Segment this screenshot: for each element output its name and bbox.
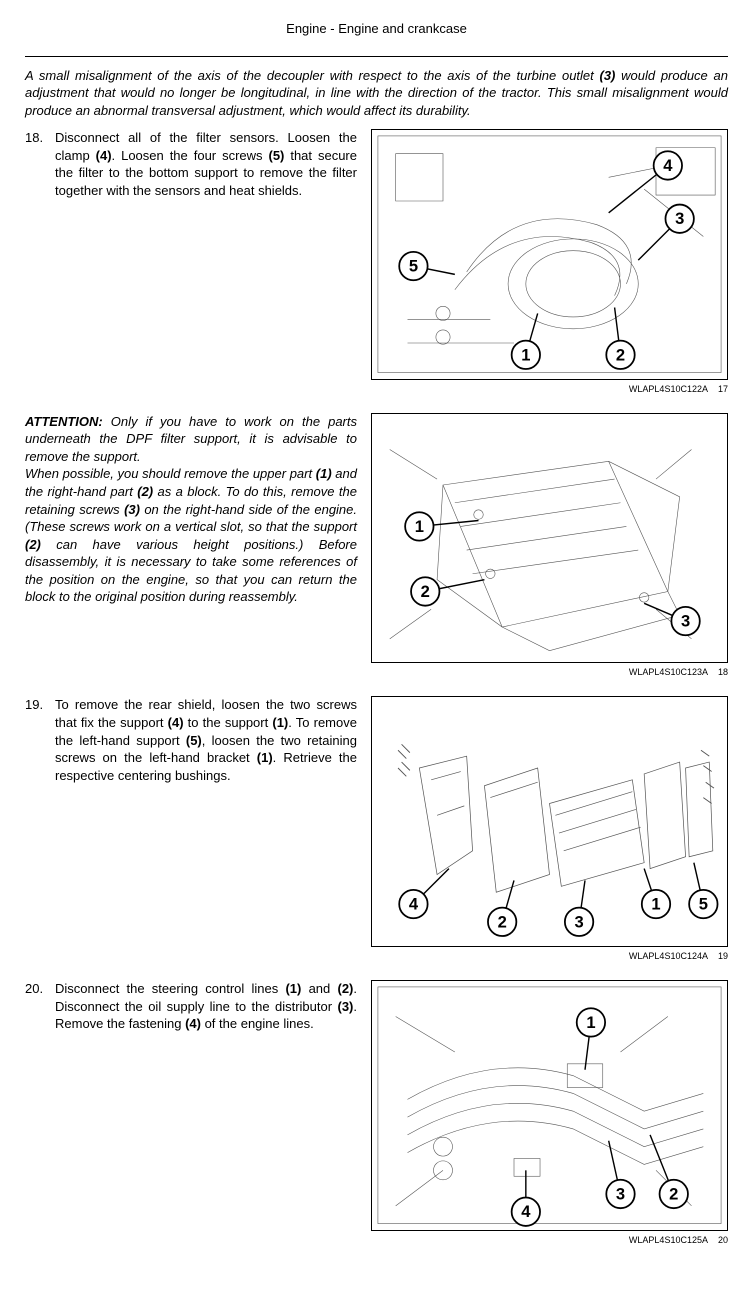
step-18-number: 18. (25, 129, 49, 199)
figure-19-svg: 4 2 3 1 5 (372, 697, 727, 946)
fig17-num: 17 (718, 384, 728, 394)
step-20-body: Disconnect the steering control lines (1… (55, 980, 357, 1033)
s19-r1: (4) (168, 715, 184, 730)
attn-t6: can have various height positions.) Befo… (25, 537, 357, 605)
attention-block: ATTENTION: Only if you have to work on t… (25, 413, 357, 606)
step-19: 19. To remove the rear shield, loosen th… (25, 696, 357, 784)
figure-17: 5 1 2 3 4 (371, 129, 728, 380)
divider (25, 56, 728, 57)
s20-r2: (2) (337, 981, 353, 996)
svg-text:5: 5 (699, 895, 708, 914)
figure-20: 1 3 2 4 (371, 980, 728, 1231)
svg-text:4: 4 (521, 1202, 531, 1221)
s20-r4: (4) (185, 1016, 201, 1031)
figure-18: 1 2 3 (371, 413, 728, 664)
s19-t2: to the support (184, 715, 273, 730)
intro-paragraph: A small misalignment of the axis of the … (25, 67, 728, 120)
attn-r1: (1) (316, 466, 332, 481)
intro-ref-3: (3) (600, 68, 616, 83)
svg-text:1: 1 (415, 517, 424, 536)
fig18-num: 18 (718, 667, 728, 677)
fig20-num: 20 (718, 1235, 728, 1245)
fig18-code: WLAPL4S10C123A (629, 667, 708, 677)
page-header: Engine - Engine and crankcase (25, 20, 728, 38)
attn-r3: (3) (124, 502, 140, 517)
step18-r2: (5) (268, 148, 284, 163)
fig20-code: WLAPL4S10C125A (629, 1235, 708, 1245)
figure-20-svg: 1 3 2 4 (372, 981, 727, 1230)
svg-text:2: 2 (421, 582, 430, 601)
s20-t2: and (301, 981, 337, 996)
step-20-row: 20. Disconnect the steering control line… (25, 980, 728, 1246)
step-20-number: 20. (25, 980, 49, 1033)
attn-r4: (2) (25, 537, 41, 552)
attention-label: ATTENTION: (25, 414, 103, 429)
step-18: 18. Disconnect all of the filter sensors… (25, 129, 357, 199)
fig19-num: 19 (718, 951, 728, 961)
step-18-body: Disconnect all of the filter sensors. Lo… (55, 129, 357, 199)
fig17-code: WLAPL4S10C122A (629, 384, 708, 394)
svg-text:1: 1 (521, 346, 530, 365)
s19-r2: (1) (272, 715, 288, 730)
figure-18-caption: WLAPL4S10C123A 18 (371, 666, 728, 678)
figure-19-caption: WLAPL4S10C124A 19 (371, 950, 728, 962)
svg-text:2: 2 (616, 346, 625, 365)
s20-r3: (3) (337, 999, 353, 1014)
svg-text:2: 2 (498, 913, 507, 932)
svg-text:3: 3 (675, 209, 684, 228)
s20-r1: (1) (285, 981, 301, 996)
svg-text:2: 2 (669, 1185, 678, 1204)
s20-t1: Disconnect the steering control lines (55, 981, 285, 996)
fig19-code: WLAPL4S10C124A (629, 951, 708, 961)
figure-17-caption: WLAPL4S10C122A 17 (371, 383, 728, 395)
step-20: 20. Disconnect the steering control line… (25, 980, 357, 1033)
svg-text:3: 3 (681, 611, 690, 630)
figure-20-caption: WLAPL4S10C125A 20 (371, 1234, 728, 1246)
attn-t2: When possible, you should remove the upp… (25, 466, 316, 481)
intro-text-a: A small misalignment of the axis of the … (25, 68, 600, 83)
s19-r3: (5) (186, 733, 202, 748)
svg-text:4: 4 (409, 895, 419, 914)
step-19-number: 19. (25, 696, 49, 784)
svg-text:3: 3 (574, 913, 583, 932)
figure-18-svg: 1 2 3 (372, 414, 727, 663)
step18-t2: . Loosen the four screws (112, 148, 269, 163)
step-19-body: To remove the rear shield, loosen the tw… (55, 696, 357, 784)
svg-text:3: 3 (616, 1185, 625, 1204)
attention-row: ATTENTION: Only if you have to work on t… (25, 413, 728, 679)
svg-text:1: 1 (651, 895, 660, 914)
s20-t5: of the engine lines. (201, 1016, 314, 1031)
step-19-row: 19. To remove the rear shield, loosen th… (25, 696, 728, 962)
s19-r4: (1) (257, 750, 273, 765)
figure-17-svg: 5 1 2 3 4 (372, 130, 727, 379)
attn-r2: (2) (137, 484, 153, 499)
step18-r1: (4) (96, 148, 112, 163)
svg-text:4: 4 (663, 156, 673, 175)
svg-text:1: 1 (586, 1013, 595, 1032)
svg-text:5: 5 (409, 257, 418, 276)
figure-19: 4 2 3 1 5 (371, 696, 728, 947)
step-18-row: 18. Disconnect all of the filter sensors… (25, 129, 728, 395)
